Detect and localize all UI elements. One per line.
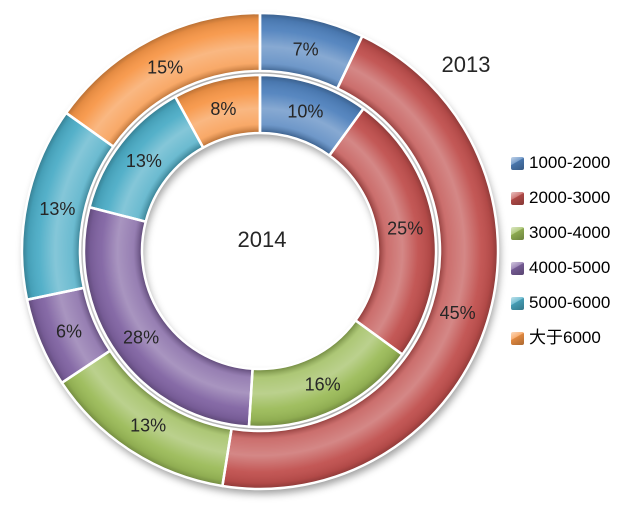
legend-item-1000-2000: 1000-2000 (511, 153, 610, 173)
legend-item-4000-5000: 4000-5000 (511, 258, 610, 278)
data-label-2014-4000-5000: 28% (123, 328, 159, 348)
legend-label: 1000-2000 (529, 153, 611, 172)
data-label-2013-5000-6000: 13% (39, 199, 75, 219)
data-label-2014-大于6000: 8% (210, 99, 236, 119)
chart-legend: 1000-2000 2000-3000 3000-4000 4000-5000 5000… (511, 153, 610, 348)
segment-border (328, 107, 438, 356)
data-label-2013-3000-4000: 13% (130, 415, 166, 435)
legend-item-大于6000: 大于6000 (511, 328, 610, 348)
segment-border (64, 11, 262, 148)
data-label-2014-2000-3000: 25% (387, 218, 423, 238)
legend-marker-大于6000 (511, 331, 524, 345)
legend-item-5000-6000: 5000-6000 (511, 293, 610, 313)
legend-marker-3000-4000 (511, 226, 524, 240)
legend-label: 2000-3000 (529, 188, 611, 207)
data-label-2013-大于6000: 15% (147, 57, 183, 77)
series-label-2013: 2013 (441, 52, 491, 77)
legend-item-2000-3000: 2000-3000 (511, 188, 610, 208)
legend-label: 3000-4000 (529, 223, 611, 242)
legend-marker-5000-6000 (511, 296, 524, 310)
data-label-2014-3000-4000: 16% (305, 374, 341, 394)
data-label-2013-2000-3000: 45% (440, 303, 476, 323)
data-label-2014-1000-2000: 10% (287, 101, 323, 121)
data-label-2013-4000-5000: 6% (56, 321, 82, 341)
data-label-2014-5000-6000: 13% (126, 151, 162, 171)
data-label-2013-1000-2000: 7% (293, 39, 319, 59)
legend-label: 5000-6000 (529, 293, 611, 312)
segment-border (173, 73, 262, 149)
legend-marker-4000-5000 (511, 261, 524, 275)
series-label-2014: 2014 (237, 227, 287, 252)
legend-marker-2000-3000 (511, 191, 524, 205)
legend-item-3000-4000: 3000-4000 (511, 223, 610, 243)
legend-label: 大于6000 (529, 328, 601, 347)
segment-border (82, 205, 254, 428)
legend-label: 4000-5000 (529, 258, 611, 277)
segment-border (221, 34, 500, 491)
legend-marker-1000-2000 (511, 156, 524, 170)
